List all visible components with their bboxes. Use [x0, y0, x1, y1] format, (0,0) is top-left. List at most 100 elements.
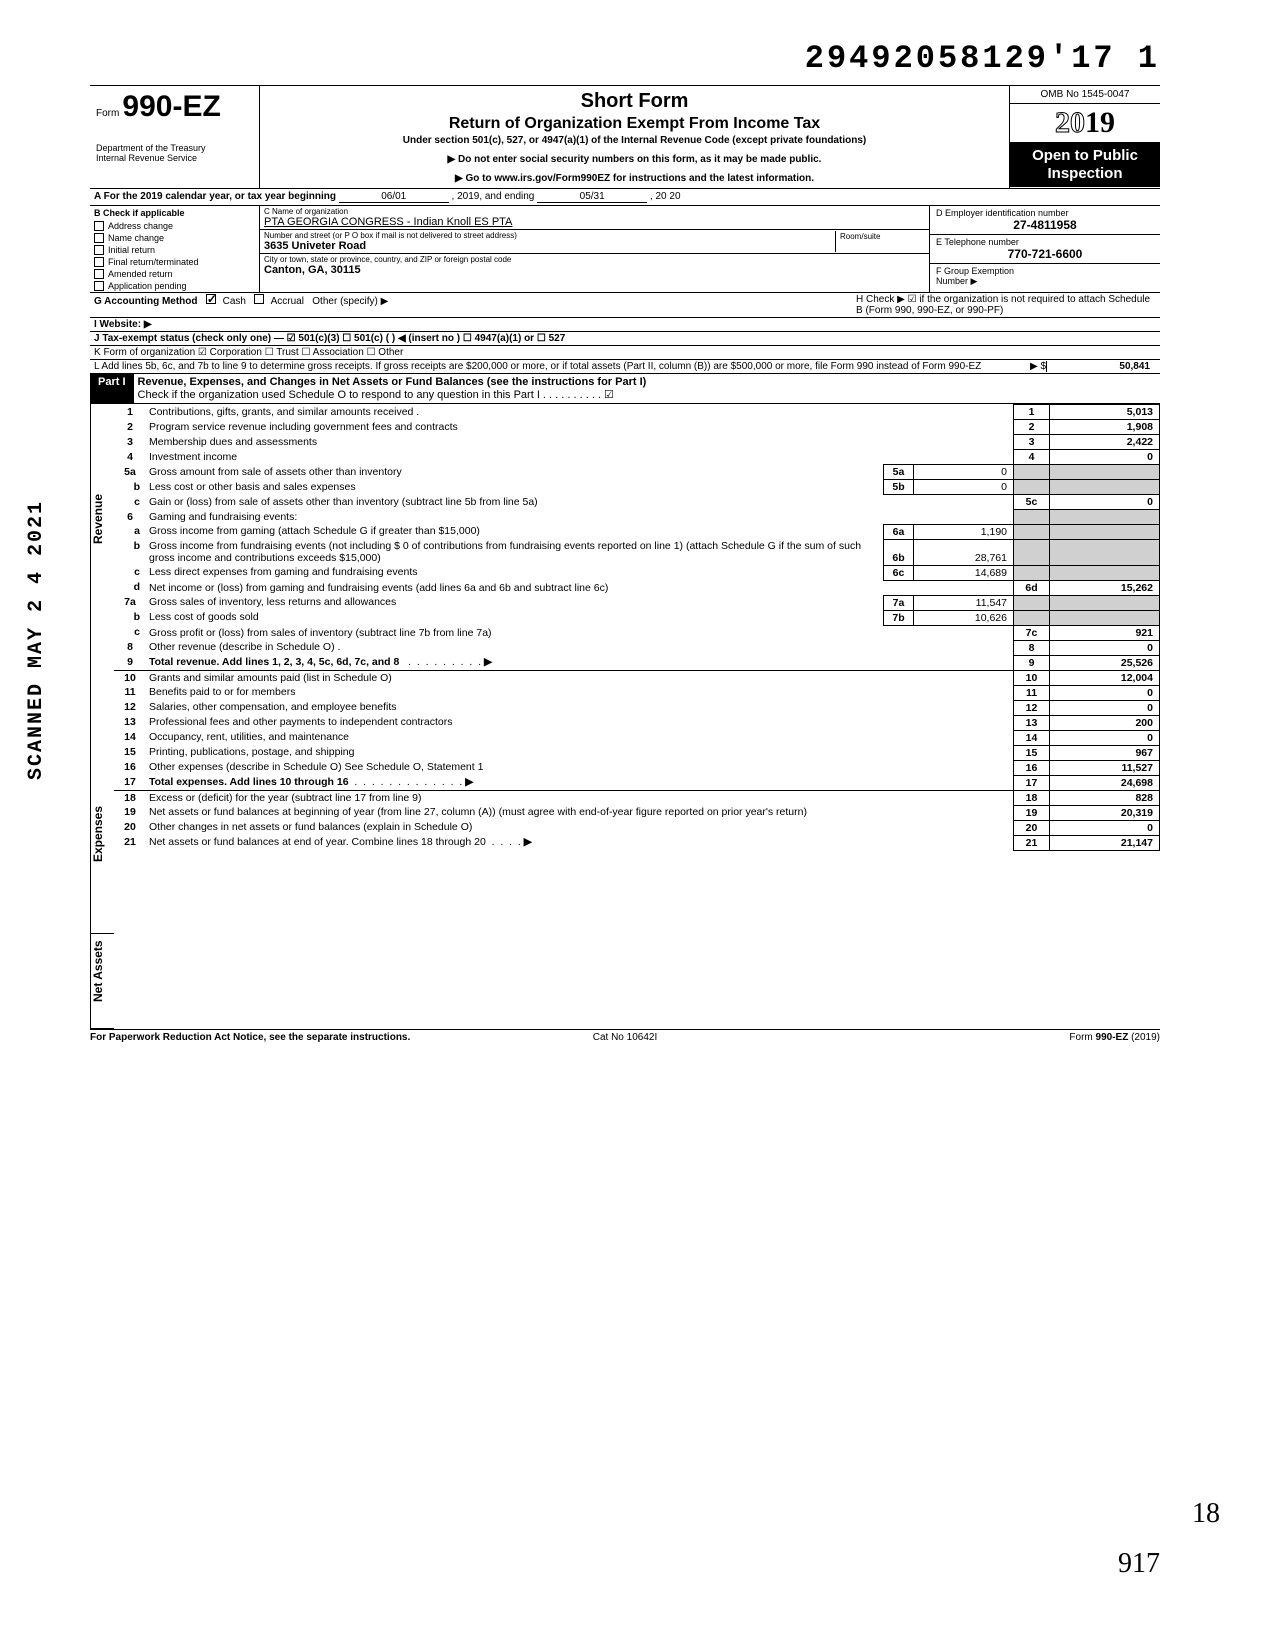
- ein-cell: D Employer identification number 27-4811…: [930, 206, 1160, 235]
- line-20: 20Other changes in net assets or fund ba…: [114, 820, 1160, 835]
- ein-value: 27-4811958: [936, 218, 1154, 232]
- form-number-block: Form 990-EZ Department of the Treasury I…: [90, 86, 260, 188]
- omb-number: OMB No 1545-0047: [1010, 86, 1160, 104]
- line-17: 17Total expenses. Add lines 10 through 1…: [114, 775, 1160, 790]
- line-4: 4Investment income40: [114, 450, 1160, 465]
- instr-2: ▶ Go to www.irs.gov/Form990EZ for instru…: [268, 173, 1001, 184]
- row-l-text: L Add lines 5b, 6c, and 7b to line 9 to …: [94, 361, 1006, 372]
- form-meta-block: OMB No 1545-0047 2019 Open to Public Ins…: [1010, 86, 1160, 188]
- row-a-mid: , 2019, and ending: [452, 191, 535, 202]
- cb-name-change[interactable]: Name change: [90, 232, 259, 244]
- part-1-header: Part I Revenue, Expenses, and Changes in…: [90, 373, 1160, 403]
- line-6: 6Gaming and fundraising events:: [114, 510, 1160, 525]
- cb-amended-return[interactable]: Amended return: [90, 268, 259, 280]
- addr-value: 3635 Univeter Road: [264, 240, 835, 252]
- col-c-org-info: C Name of organization PTA GEORGIA CONGR…: [260, 206, 930, 292]
- open-public-badge: Open to Public Inspection: [1010, 143, 1160, 187]
- cb-accrual[interactable]: [254, 294, 264, 304]
- row-j-tax-status: J Tax-exempt status (check only one) — ☑…: [90, 331, 1160, 345]
- line-9: 9Total revenue. Add lines 1, 2, 3, 4, 5c…: [114, 655, 1160, 670]
- row-k-form-org: K Form of organization ☑ Corporation ☐ T…: [90, 345, 1160, 359]
- cb-address-change[interactable]: Address change: [90, 220, 259, 232]
- row-l-gross-receipts: L Add lines 5b, 6c, and 7b to line 9 to …: [90, 359, 1160, 373]
- open-line2: Inspection: [1012, 165, 1158, 183]
- netassets-label: Net Assets: [90, 934, 114, 1029]
- line-6a: aGross income from gaming (attach Schedu…: [114, 524, 1160, 539]
- dept-line2: Internal Revenue Service: [96, 154, 253, 164]
- city-label: City or town, state or province, country…: [264, 255, 925, 264]
- line-19: 19Net assets or fund balances at beginni…: [114, 805, 1160, 820]
- part-1-sub: Check if the organization used Schedule …: [138, 389, 614, 401]
- row-a-tail: , 20 20: [650, 191, 681, 202]
- line-5b: bLess cost or other basis and sales expe…: [114, 480, 1160, 495]
- part-1-body: Revenue Expenses Net Assets 1Contributio…: [90, 403, 1160, 1029]
- line-13: 13Professional fees and other payments t…: [114, 715, 1160, 730]
- expenses-label: Expenses: [90, 784, 114, 934]
- line-14: 14Occupancy, rent, utilities, and mainte…: [114, 730, 1160, 745]
- line-6c: cLess direct expenses from gaming and fu…: [114, 565, 1160, 580]
- phone-value: 770-721-6600: [936, 247, 1154, 261]
- title-main: Short Form: [268, 90, 1001, 113]
- col-b-checkboxes: B Check if applicable Address change Nam…: [90, 206, 260, 292]
- row-h: H Check ▶ ☑ if the organization is not r…: [856, 294, 1156, 316]
- part-1-title-wrap: Revenue, Expenses, and Changes in Net As…: [134, 374, 1160, 403]
- tax-year: 2019: [1010, 104, 1160, 143]
- footer-right: Form 990-EZ (2019): [803, 1032, 1160, 1043]
- line-6d: dNet income or (loss) from gaming and fu…: [114, 580, 1160, 595]
- tax-year-begin[interactable]: [339, 191, 449, 203]
- line-1: 1Contributions, gifts, grants, and simil…: [114, 405, 1160, 420]
- cb-initial-return[interactable]: Initial return: [90, 244, 259, 256]
- org-city-cell: City or town, state or province, country…: [260, 254, 929, 277]
- side-scan-stamp: SCANNED MAY 2 4 2021: [25, 500, 48, 780]
- group-ex-label2: Number ▶: [936, 276, 1154, 287]
- cb-cash[interactable]: [206, 294, 216, 304]
- line-5a: 5aGross amount from sale of assets other…: [114, 465, 1160, 480]
- city-value: Canton, GA, 30115: [264, 264, 925, 276]
- line-12: 12Salaries, other compensation, and empl…: [114, 700, 1160, 715]
- footer-center: Cat No 10642I: [447, 1032, 804, 1043]
- handwritten-18: 18: [1192, 1498, 1220, 1530]
- title-sub: Return of Organization Exempt From Incom…: [268, 115, 1001, 133]
- line-21: 21Net assets or fund balances at end of …: [114, 835, 1160, 850]
- form-title-block: Short Form Return of Organization Exempt…: [260, 86, 1010, 188]
- footer-left: For Paperwork Reduction Act Notice, see …: [90, 1032, 447, 1043]
- revenue-label: Revenue: [90, 404, 114, 784]
- col-b-head: B Check if applicable: [90, 206, 259, 220]
- row-g: G Accounting Method Cash Accrual Other (…: [94, 294, 856, 316]
- org-addr-cell: Number and street (or P O box if mail is…: [260, 230, 929, 254]
- org-name-cell: C Name of organization PTA GEORGIA CONGR…: [260, 206, 929, 230]
- title-sub2: Under section 501(c), 527, or 4947(a)(1)…: [268, 135, 1001, 146]
- form-header: Form 990-EZ Department of the Treasury I…: [90, 85, 1160, 188]
- row-a-label: A For the 2019 calendar year, or tax yea…: [94, 191, 336, 202]
- tax-year-end[interactable]: [537, 191, 647, 203]
- line-8: 8Other revenue (describe in Schedule O) …: [114, 640, 1160, 655]
- row-i-website: I Website: ▶: [90, 317, 1160, 331]
- cb-final-return[interactable]: Final return/terminated: [90, 256, 259, 268]
- year-prefix: 20: [1055, 106, 1085, 139]
- row-g-label: G Accounting Method: [94, 296, 198, 307]
- phone-label: E Telephone number: [936, 237, 1154, 247]
- phone-cell: E Telephone number 770-721-6600: [930, 235, 1160, 264]
- line-3: 3Membership dues and assessments32,422: [114, 435, 1160, 450]
- document-id: 29492058129'17 1: [90, 40, 1160, 77]
- line-18: 18Excess or (deficit) for the year (subt…: [114, 790, 1160, 805]
- line-10: 10Grants and similar amounts paid (list …: [114, 670, 1160, 685]
- group-ex-label: F Group Exemption: [936, 266, 1154, 276]
- line-2: 2Program service revenue including gover…: [114, 420, 1160, 435]
- line-6b: bGross income from fundraising events (n…: [114, 539, 1160, 565]
- row-l-value: 50,841: [1046, 361, 1156, 372]
- line-5c: cGain or (loss) from sale of assets othe…: [114, 495, 1160, 510]
- addr-label: Number and street (or P O box if mail is…: [264, 231, 835, 240]
- page-footer: For Paperwork Reduction Act Notice, see …: [90, 1029, 1160, 1043]
- group-exemption-cell: F Group Exemption Number ▶: [930, 264, 1160, 289]
- form-prefix: Form: [96, 108, 119, 119]
- org-name-value: PTA GEORGIA CONGRESS - Indian Knoll ES P…: [264, 216, 925, 228]
- row-g-other: Other (specify) ▶: [312, 296, 388, 307]
- part-1-label: Part I: [90, 374, 134, 403]
- lines-table: 1Contributions, gifts, grants, and simil…: [114, 404, 1160, 851]
- row-a-tax-year: A For the 2019 calendar year, or tax yea…: [90, 188, 1160, 205]
- handwritten-917: 917: [1118, 1548, 1160, 1580]
- instr-1: ▶ Do not enter social security numbers o…: [268, 154, 1001, 165]
- cb-application-pending[interactable]: Application pending: [90, 280, 259, 292]
- open-line1: Open to Public: [1012, 147, 1158, 165]
